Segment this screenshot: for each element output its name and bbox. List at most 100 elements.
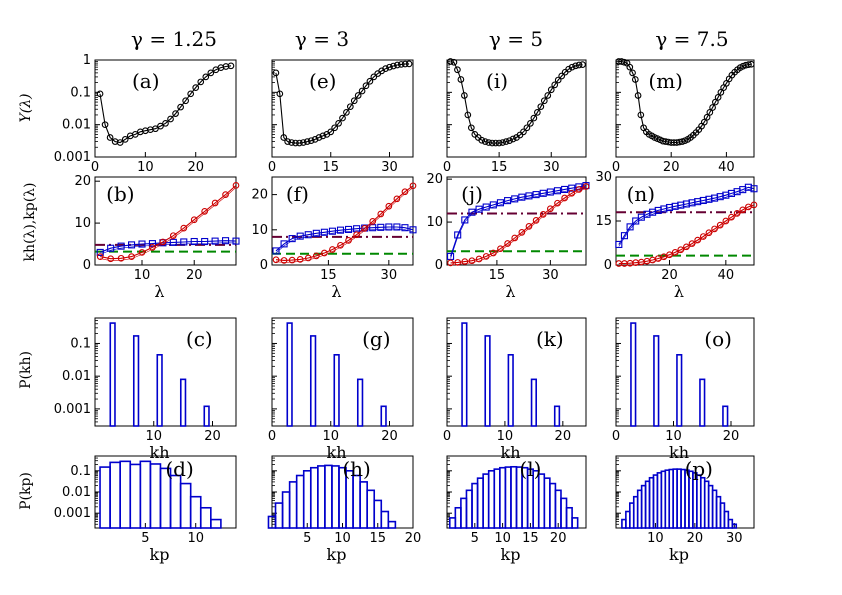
data-point	[527, 119, 534, 127]
data-point	[575, 61, 583, 69]
panel-e: 0 15 30 (e)	[268, 59, 414, 175]
histogram-bar	[309, 466, 319, 529]
panel-m: 0 20 40 (m)	[612, 58, 755, 175]
data-point	[482, 253, 490, 260]
panel-label: (a)	[132, 69, 160, 93]
data-point	[533, 109, 541, 116]
histogram-bar	[484, 335, 491, 427]
data-point	[138, 249, 146, 256]
data-point	[568, 189, 576, 197]
data-point	[116, 139, 124, 146]
data-point	[393, 195, 401, 203]
data-point	[272, 247, 280, 255]
x-tick-label: 20	[555, 429, 572, 444]
data-point	[312, 229, 320, 237]
data-point	[467, 124, 475, 132]
x-tick-label: 10	[665, 429, 682, 444]
data-point	[385, 202, 393, 210]
data-point	[344, 225, 353, 233]
data-point	[461, 216, 469, 224]
panel-label: (o)	[704, 327, 732, 351]
series-fit-line	[618, 206, 755, 266]
panel-label: (p)	[685, 457, 713, 481]
data-point	[475, 205, 483, 213]
y-tick-label: 0.001	[54, 506, 91, 521]
y-tick-label: 30	[595, 170, 612, 185]
data-point	[272, 256, 280, 264]
data-point	[303, 138, 311, 145]
x-tick-label: 5	[141, 531, 149, 546]
histogram-bar	[460, 497, 468, 529]
panel-h: 5 10 15 20 (h) kp	[267, 455, 421, 564]
y-tick-label: 0	[260, 258, 268, 273]
data-point	[299, 139, 307, 146]
histogram-bar	[465, 489, 473, 529]
histogram-bar	[530, 378, 537, 427]
panel-frame	[446, 59, 587, 158]
histogram-bar	[309, 335, 317, 427]
data-point	[296, 232, 304, 240]
histogram-bar	[499, 466, 507, 529]
data-point	[558, 72, 566, 80]
data-point	[530, 114, 538, 122]
histogram-bar	[156, 354, 163, 427]
data-point	[447, 259, 454, 267]
panel-frame	[94, 317, 237, 427]
x-tick-label: 0	[443, 160, 451, 175]
row4-ylabel: P(kp)	[18, 472, 34, 510]
panel-frame	[271, 317, 414, 427]
panel-frame	[271, 176, 414, 266]
data-point	[276, 90, 284, 98]
data-point	[307, 137, 315, 145]
histogram-bar	[286, 322, 293, 427]
data-point	[401, 188, 409, 196]
data-point	[711, 225, 718, 233]
data-point	[629, 69, 636, 77]
x-tick-label: 15	[489, 268, 506, 283]
data-point	[716, 221, 724, 229]
histogram-bar	[169, 474, 182, 529]
histogram-bar	[281, 491, 291, 529]
panel-label: (h)	[342, 457, 371, 481]
data-point	[547, 205, 554, 213]
x-tick-label: 0	[268, 429, 276, 444]
data-point	[180, 224, 188, 232]
panel-i: 0 15 30 (i)	[443, 58, 587, 175]
data-point	[495, 139, 503, 147]
x-tick-label: 0	[91, 160, 99, 175]
histogram-bar	[554, 489, 562, 529]
data-point	[370, 73, 378, 81]
x-tick-label: 20	[204, 429, 221, 444]
data-point	[335, 119, 342, 127]
histogram-bar	[210, 518, 222, 529]
data-point	[377, 223, 385, 231]
x-axis-label: kp	[327, 545, 347, 564]
x-tick-label: 30	[381, 268, 398, 283]
histogram-bar	[630, 322, 637, 427]
data-point	[148, 240, 156, 248]
histogram-bar	[203, 405, 210, 427]
panel-n: 20 40 0 15 30 (n) λ	[595, 170, 758, 301]
data-point	[620, 232, 628, 240]
histogram-bar	[99, 466, 111, 529]
histogram-bar	[493, 468, 501, 529]
column-title-3: γ = 5	[489, 27, 543, 51]
data-point	[482, 203, 490, 211]
y-tick-label: 0.001	[54, 150, 91, 165]
y-tick-label: 0.1	[70, 85, 91, 100]
panel-label: (b)	[106, 182, 134, 206]
data-point	[172, 110, 179, 117]
histogram-bar	[179, 378, 187, 427]
data-point	[481, 138, 489, 145]
data-point	[409, 182, 417, 190]
histogram-bar	[507, 354, 514, 427]
data-point	[128, 253, 135, 260]
histogram-bar	[676, 354, 683, 427]
data-point	[337, 241, 344, 249]
data-point	[511, 234, 519, 242]
series-fit-line	[100, 242, 237, 255]
data-point	[506, 137, 513, 145]
x-tick-label: 10	[137, 160, 154, 175]
x-tick-label: 10	[647, 531, 664, 546]
data-point	[553, 187, 562, 195]
